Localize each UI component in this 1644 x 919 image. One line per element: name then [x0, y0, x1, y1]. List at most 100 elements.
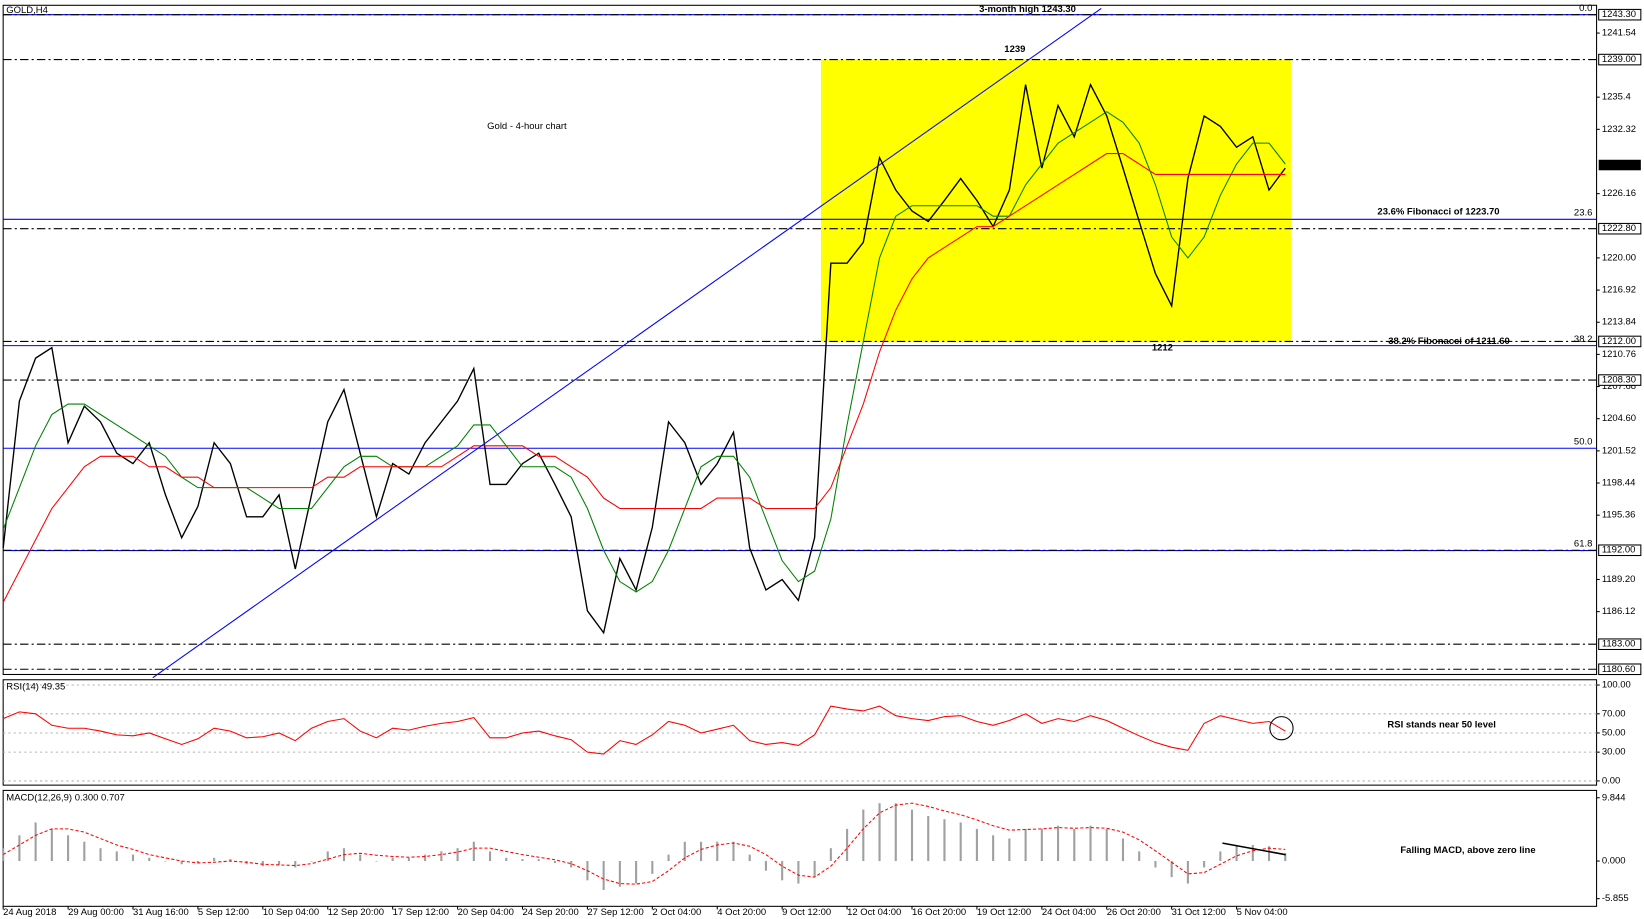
histogram-bar: [424, 854, 427, 862]
level-box: [1598, 222, 1642, 235]
annotation: RSI stands near 50 level: [1387, 720, 1495, 731]
histogram-bar: [683, 841, 686, 862]
x-tick-label: 5 Sep 12:00: [198, 907, 249, 918]
histogram-bar: [1186, 861, 1189, 884]
histogram-bar: [456, 848, 459, 862]
histogram-bar: [570, 861, 573, 868]
histogram-bar: [83, 841, 86, 862]
current-price-box: [1598, 159, 1641, 171]
y-tick-label: 1195.36: [1602, 510, 1636, 521]
macd-trend-line: [1222, 842, 1286, 856]
histogram-bar: [813, 861, 816, 878]
histogram-bar: [50, 828, 53, 862]
trend-line: [152, 8, 1102, 679]
x-tick-label: 31 Aug 16:00: [133, 907, 189, 918]
fib-label: 0.0: [1579, 3, 1592, 14]
histogram-bar: [846, 828, 849, 862]
x-tick-label: 9 Oct 12:00: [782, 907, 831, 918]
indicator-line: [2, 705, 1286, 755]
y-tick-label: 1235.4: [1602, 92, 1631, 103]
histogram-bar: [975, 828, 978, 862]
histogram-bar: [732, 841, 735, 862]
histogram-bar: [635, 861, 638, 884]
level-box: [1598, 335, 1642, 348]
histogram-bar: [1203, 861, 1206, 868]
histogram-bar: [862, 809, 865, 862]
histogram-bar: [716, 841, 719, 862]
histogram-bar: [472, 841, 475, 862]
histogram-bar: [407, 857, 410, 862]
histogram-bar: [261, 861, 264, 867]
x-tick-label: 5 Nov 04:00: [1237, 907, 1288, 918]
y-tick-label: 70.00: [1602, 708, 1626, 719]
histogram-bar: [910, 809, 914, 862]
histogram-bar: [748, 854, 751, 862]
level-label: 1239.00: [1602, 54, 1636, 65]
fib-label: 23.6: [1574, 207, 1592, 218]
y-tick-label: 1213.84: [1602, 317, 1636, 328]
histogram-bar: [310, 861, 313, 862]
annotation: 38.2% Fibonacci of 1211.60: [1388, 336, 1510, 347]
histogram-bar: [699, 841, 703, 862]
annotation: 1239: [1004, 44, 1025, 55]
histogram-bar: [943, 819, 946, 862]
y-tick-label: 1186.12: [1602, 606, 1636, 617]
annotation: 23.6% Fibonacci of 1223.70: [1377, 206, 1499, 217]
histogram-bar: [213, 857, 216, 862]
histogram-bar: [537, 859, 540, 862]
chart-title: Gold - 4-hour chart: [487, 121, 567, 132]
y-tick-label: 1189.20: [1602, 574, 1636, 585]
range-box: [820, 59, 1291, 342]
histogram-bar: [1251, 844, 1254, 862]
y-tick-label: 1207.68: [1602, 381, 1636, 392]
histogram-bar: [1073, 828, 1076, 862]
x-tick-label: 17 Sep 12:00: [393, 907, 449, 918]
y-tick-label: 100.00: [1602, 680, 1631, 691]
histogram-bar: [521, 859, 524, 862]
y-tick-label: 9.844: [1602, 792, 1626, 803]
histogram-bar: [34, 822, 37, 862]
histogram-bar: [618, 861, 621, 887]
rsi-title: RSI(14) 49.35: [6, 682, 65, 693]
rsi-circle: [1269, 716, 1294, 741]
level-label: 1183.00: [1602, 639, 1636, 650]
histogram-bar: [375, 861, 378, 862]
y-tick-label: 50.00: [1602, 727, 1626, 738]
histogram-bar: [651, 861, 654, 874]
histogram-bar: [829, 848, 832, 862]
level-label: 1192.00: [1602, 545, 1636, 556]
y-tick-label: 1241.54: [1602, 28, 1636, 39]
x-tick-label: 16 Oct 20:00: [912, 907, 966, 918]
histogram-bar: [1121, 838, 1125, 862]
level-label: 1243.30: [1602, 9, 1636, 20]
histogram-bar: [1170, 861, 1173, 878]
price-line: [2, 82, 1286, 635]
histogram-bar: [992, 835, 995, 862]
fib-label: 61.8: [1574, 539, 1592, 550]
histogram-bar: [505, 857, 508, 862]
histogram-bar: [878, 803, 881, 862]
histogram-bar: [67, 835, 70, 862]
x-tick-label: 4 Oct 20:00: [717, 907, 766, 918]
histogram-bar: [99, 848, 102, 862]
histogram-bar: [1219, 851, 1222, 862]
y-tick-label: 30.00: [1602, 747, 1626, 758]
histogram-bar: [1057, 825, 1060, 862]
histogram-bar: [1235, 844, 1238, 862]
histogram-bar: [278, 861, 281, 865]
y-tick-label: 0.000: [1602, 856, 1626, 867]
x-tick-label: 27 Sep 12:00: [587, 907, 643, 918]
x-tick-label: 12 Sep 20:00: [328, 907, 384, 918]
y-tick-label: 1210.76: [1602, 349, 1636, 360]
histogram-bar: [131, 854, 135, 862]
histogram-bar: [1040, 828, 1043, 862]
histogram-bar: [294, 861, 297, 868]
histogram-bar: [797, 861, 800, 884]
y-tick-label: 1232.32: [1602, 124, 1636, 135]
y-tick-label: 1216.92: [1602, 285, 1636, 296]
annotation: Falling MACD, above zero line: [1400, 845, 1535, 856]
fib-label: 50.0: [1574, 436, 1592, 447]
histogram-bar: [1008, 838, 1011, 862]
y-tick-label: 1201.52: [1602, 445, 1636, 456]
